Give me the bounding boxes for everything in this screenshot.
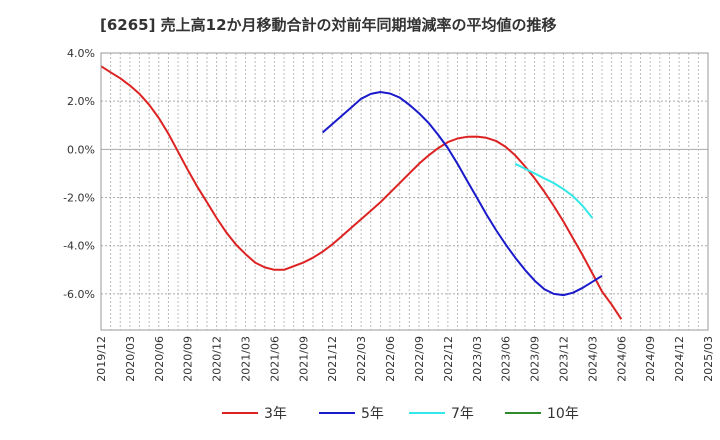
y-tick-label: 4.0% <box>67 47 95 60</box>
x-tick-label: 2025/03 <box>702 336 715 382</box>
legend: 3年 5年 7年 10年 <box>222 406 579 422</box>
legend-label: 7年 <box>451 406 474 422</box>
x-tick-label: 2024/03 <box>586 336 599 382</box>
x-tick-label: 2022/12 <box>442 336 455 382</box>
y-tick-label: -6.0% <box>63 288 95 301</box>
y-axis: 4.0% 2.0% 0.0% -2.0% -4.0% -6.0% <box>63 47 95 301</box>
x-tick-label: 2023/09 <box>529 336 542 382</box>
legend-item-3: 10年 <box>505 406 579 422</box>
x-tick-label: 2020/06 <box>153 336 166 382</box>
x-tick-label: 2024/06 <box>615 336 628 382</box>
x-tick-label: 2022/09 <box>413 336 426 382</box>
series-line-0 <box>100 65 623 320</box>
legend-item-2: 7年 <box>409 406 474 422</box>
legend-item-0: 3年 <box>222 406 287 422</box>
y-tick-label: 2.0% <box>67 95 95 108</box>
x-tick-label: 2021/06 <box>268 336 281 382</box>
x-tick-label: 2020/12 <box>211 336 224 382</box>
x-tick-label: 2022/06 <box>384 336 397 382</box>
legend-label: 10年 <box>547 406 579 422</box>
legend-label: 3年 <box>264 406 287 422</box>
x-tick-label: 2022/03 <box>355 336 368 382</box>
y-tick-label: -2.0% <box>63 192 95 205</box>
plot-area <box>100 65 623 320</box>
x-tick-label: 2023/12 <box>557 336 570 382</box>
x-tick-label: 2024/12 <box>673 336 686 382</box>
plot-border <box>100 52 709 331</box>
x-tick-label: 2021/03 <box>240 336 253 382</box>
y-tick-label: 0.0% <box>67 143 95 156</box>
legend-item-1: 5年 <box>319 406 384 422</box>
series-line-1 <box>321 91 603 297</box>
series-line-2 <box>514 162 594 219</box>
x-axis: 2019/12 2020/03 2020/06 2020/09 2020/12 2021/… <box>95 336 715 382</box>
chart-title: [6265] 売上高12か月移動合計の対前年同期増減率の平均値の推移 <box>100 16 557 34</box>
x-tick-label: 2021/12 <box>326 336 339 382</box>
x-tick-label: 2023/03 <box>471 336 484 382</box>
x-tick-label: 2021/09 <box>297 336 310 382</box>
x-tick-label: 2020/09 <box>182 336 195 382</box>
x-tick-label: 2024/09 <box>644 336 657 382</box>
legend-label: 5年 <box>361 406 384 422</box>
grid <box>101 52 708 330</box>
x-tick-label: 2023/06 <box>500 336 513 382</box>
y-tick-label: -4.0% <box>63 240 95 253</box>
x-tick-label: 2019/12 <box>95 336 108 382</box>
x-tick-label: 2020/03 <box>124 336 137 382</box>
